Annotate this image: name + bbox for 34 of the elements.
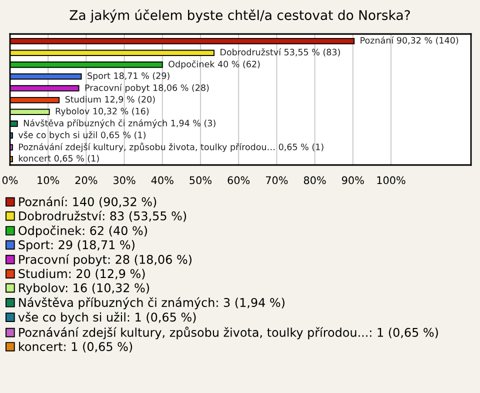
x-tick-label: 40% xyxy=(151,176,174,184)
data-label: Poznávání zdejší kultury, způsobu života, toulky přírodou… 0,65 % (1) xyxy=(19,142,324,152)
legend-label: Sport: 29 (18,71 %) xyxy=(18,240,134,252)
legend-label: Studium: 20 (12,9 %) xyxy=(18,268,145,280)
data-label: Pracovní pobyt 18,06 % (28) xyxy=(85,84,209,93)
legend-label: Poznání: 140 (90,32 %) xyxy=(19,196,156,208)
x-tick-label: 70% xyxy=(266,176,288,184)
x-tick-label: 80% xyxy=(304,176,326,184)
x-tick-label: 0% xyxy=(2,176,18,184)
data-label: Dobrodružství 53,55 % (83) xyxy=(220,48,340,56)
data-label: Odpočinek 40 % (62) xyxy=(168,60,260,70)
legend-label: Rybolov: 16 (10,32 %) xyxy=(19,283,150,295)
x-tick-label: 20% xyxy=(75,176,98,184)
legend-label: Dobrodružství: 83 (53,55 %) xyxy=(19,210,186,222)
x-tick-label: 90% xyxy=(342,176,364,184)
legend-label: vše co bych si užil: 1 (0,65 %) xyxy=(18,312,196,324)
legend-label: Odpočinek: 62 (40 %) xyxy=(18,225,147,238)
data-label: Poznání 90,32 % (140) xyxy=(360,36,458,45)
x-tick-label: 100% xyxy=(377,176,406,184)
legend-label: Poznávání zdejší kultury, způsobu života, toulky přírodou...: 1 (0,65 %) xyxy=(19,326,438,340)
data-label: Sport 18,71 % (29) xyxy=(88,72,170,81)
chart-title: Za jakým účelem byste chtěl/a cestovat do Norska? xyxy=(70,9,410,23)
x-tick-label: 50% xyxy=(190,176,212,184)
data-label: Rybolov 10,32 % (16) xyxy=(56,108,149,116)
data-label: Studium 12,9 % (20) xyxy=(65,96,155,104)
legend-label: koncert: 1 (0,65 %) xyxy=(19,342,132,352)
data-label: Návštěva příbuzných či známých 1,94 % (3) xyxy=(24,119,216,128)
x-tick-label: 60% xyxy=(228,176,250,184)
data-label: koncert 0,65 % (1) xyxy=(18,154,99,163)
legend-label: Pracovní pobyt: 28 (18,06 %) xyxy=(19,254,192,266)
x-tick-label: 30% xyxy=(114,176,136,184)
x-tick-label: 10% xyxy=(38,176,60,184)
data-label: vše co bych si užil 0,65 % (1) xyxy=(18,131,146,140)
legend-label: Návštěva příbuzných či známých: 3 (1,94 %) xyxy=(19,297,284,310)
